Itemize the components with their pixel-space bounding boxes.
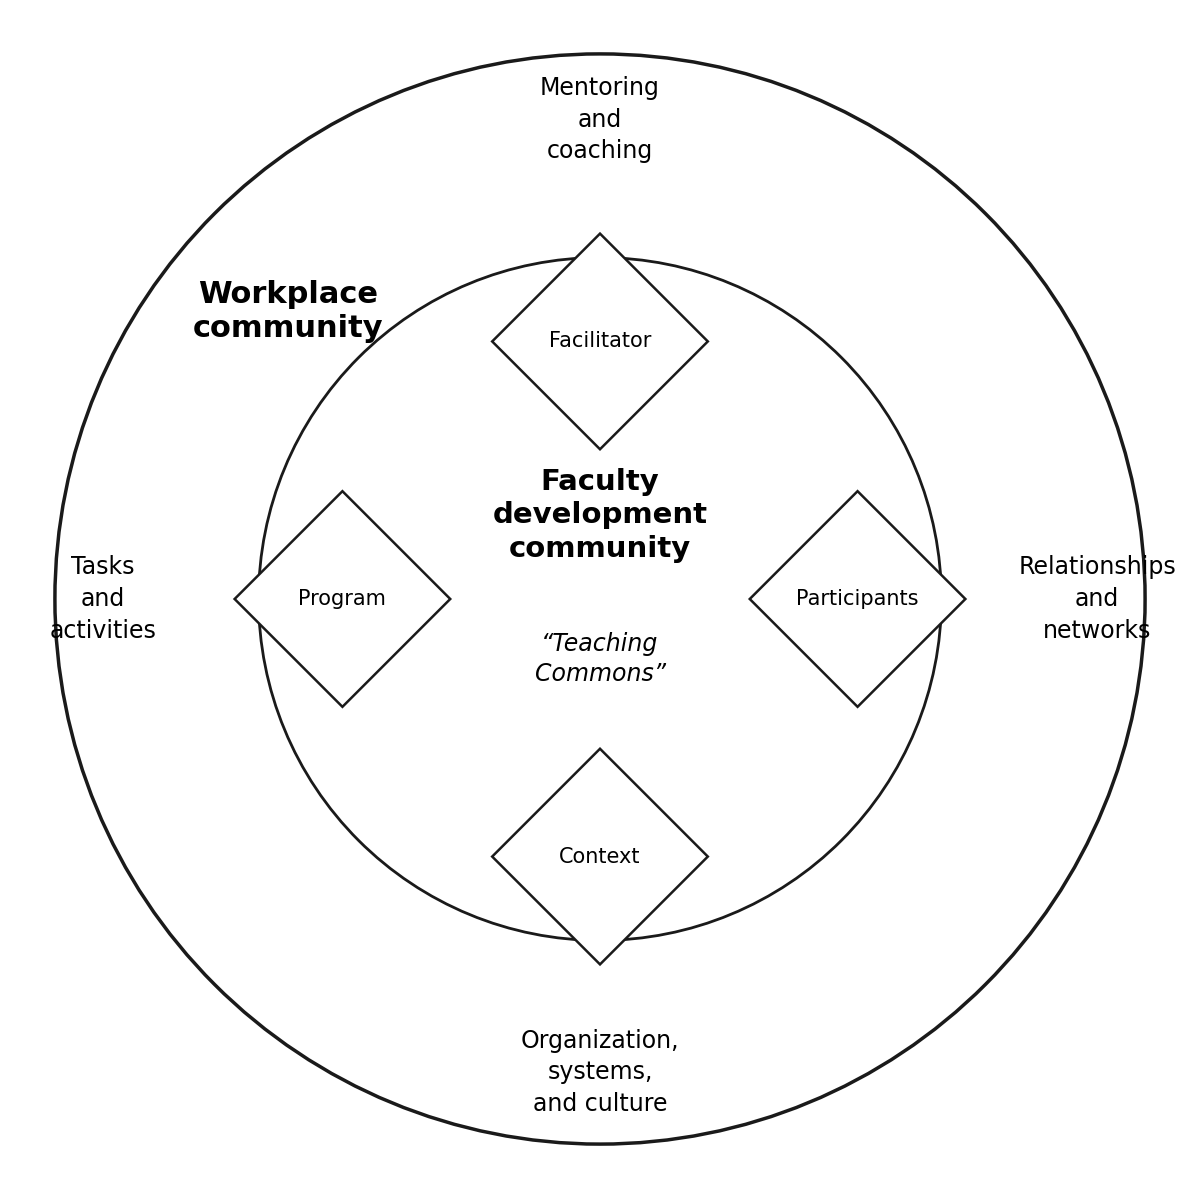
Text: “Teaching
Commons”: “Teaching Commons” (534, 633, 666, 685)
Polygon shape (492, 234, 708, 449)
Text: Program: Program (299, 589, 386, 609)
Text: Mentoring
and
coaching: Mentoring and coaching (540, 77, 660, 163)
Text: Relationships
and
networks: Relationships and networks (1019, 556, 1176, 642)
Text: Context: Context (559, 847, 641, 866)
Text: Faculty
development
community: Faculty development community (492, 467, 708, 563)
Polygon shape (235, 491, 450, 707)
Text: Organization,
systems,
and culture: Organization, systems, and culture (521, 1029, 679, 1115)
Text: Workplace
community: Workplace community (193, 279, 384, 344)
Text: Facilitator: Facilitator (548, 332, 652, 351)
Circle shape (55, 54, 1145, 1144)
Polygon shape (492, 749, 708, 964)
Text: Tasks
and
activities: Tasks and activities (49, 556, 156, 642)
Polygon shape (750, 491, 965, 707)
Text: Participants: Participants (797, 589, 919, 609)
